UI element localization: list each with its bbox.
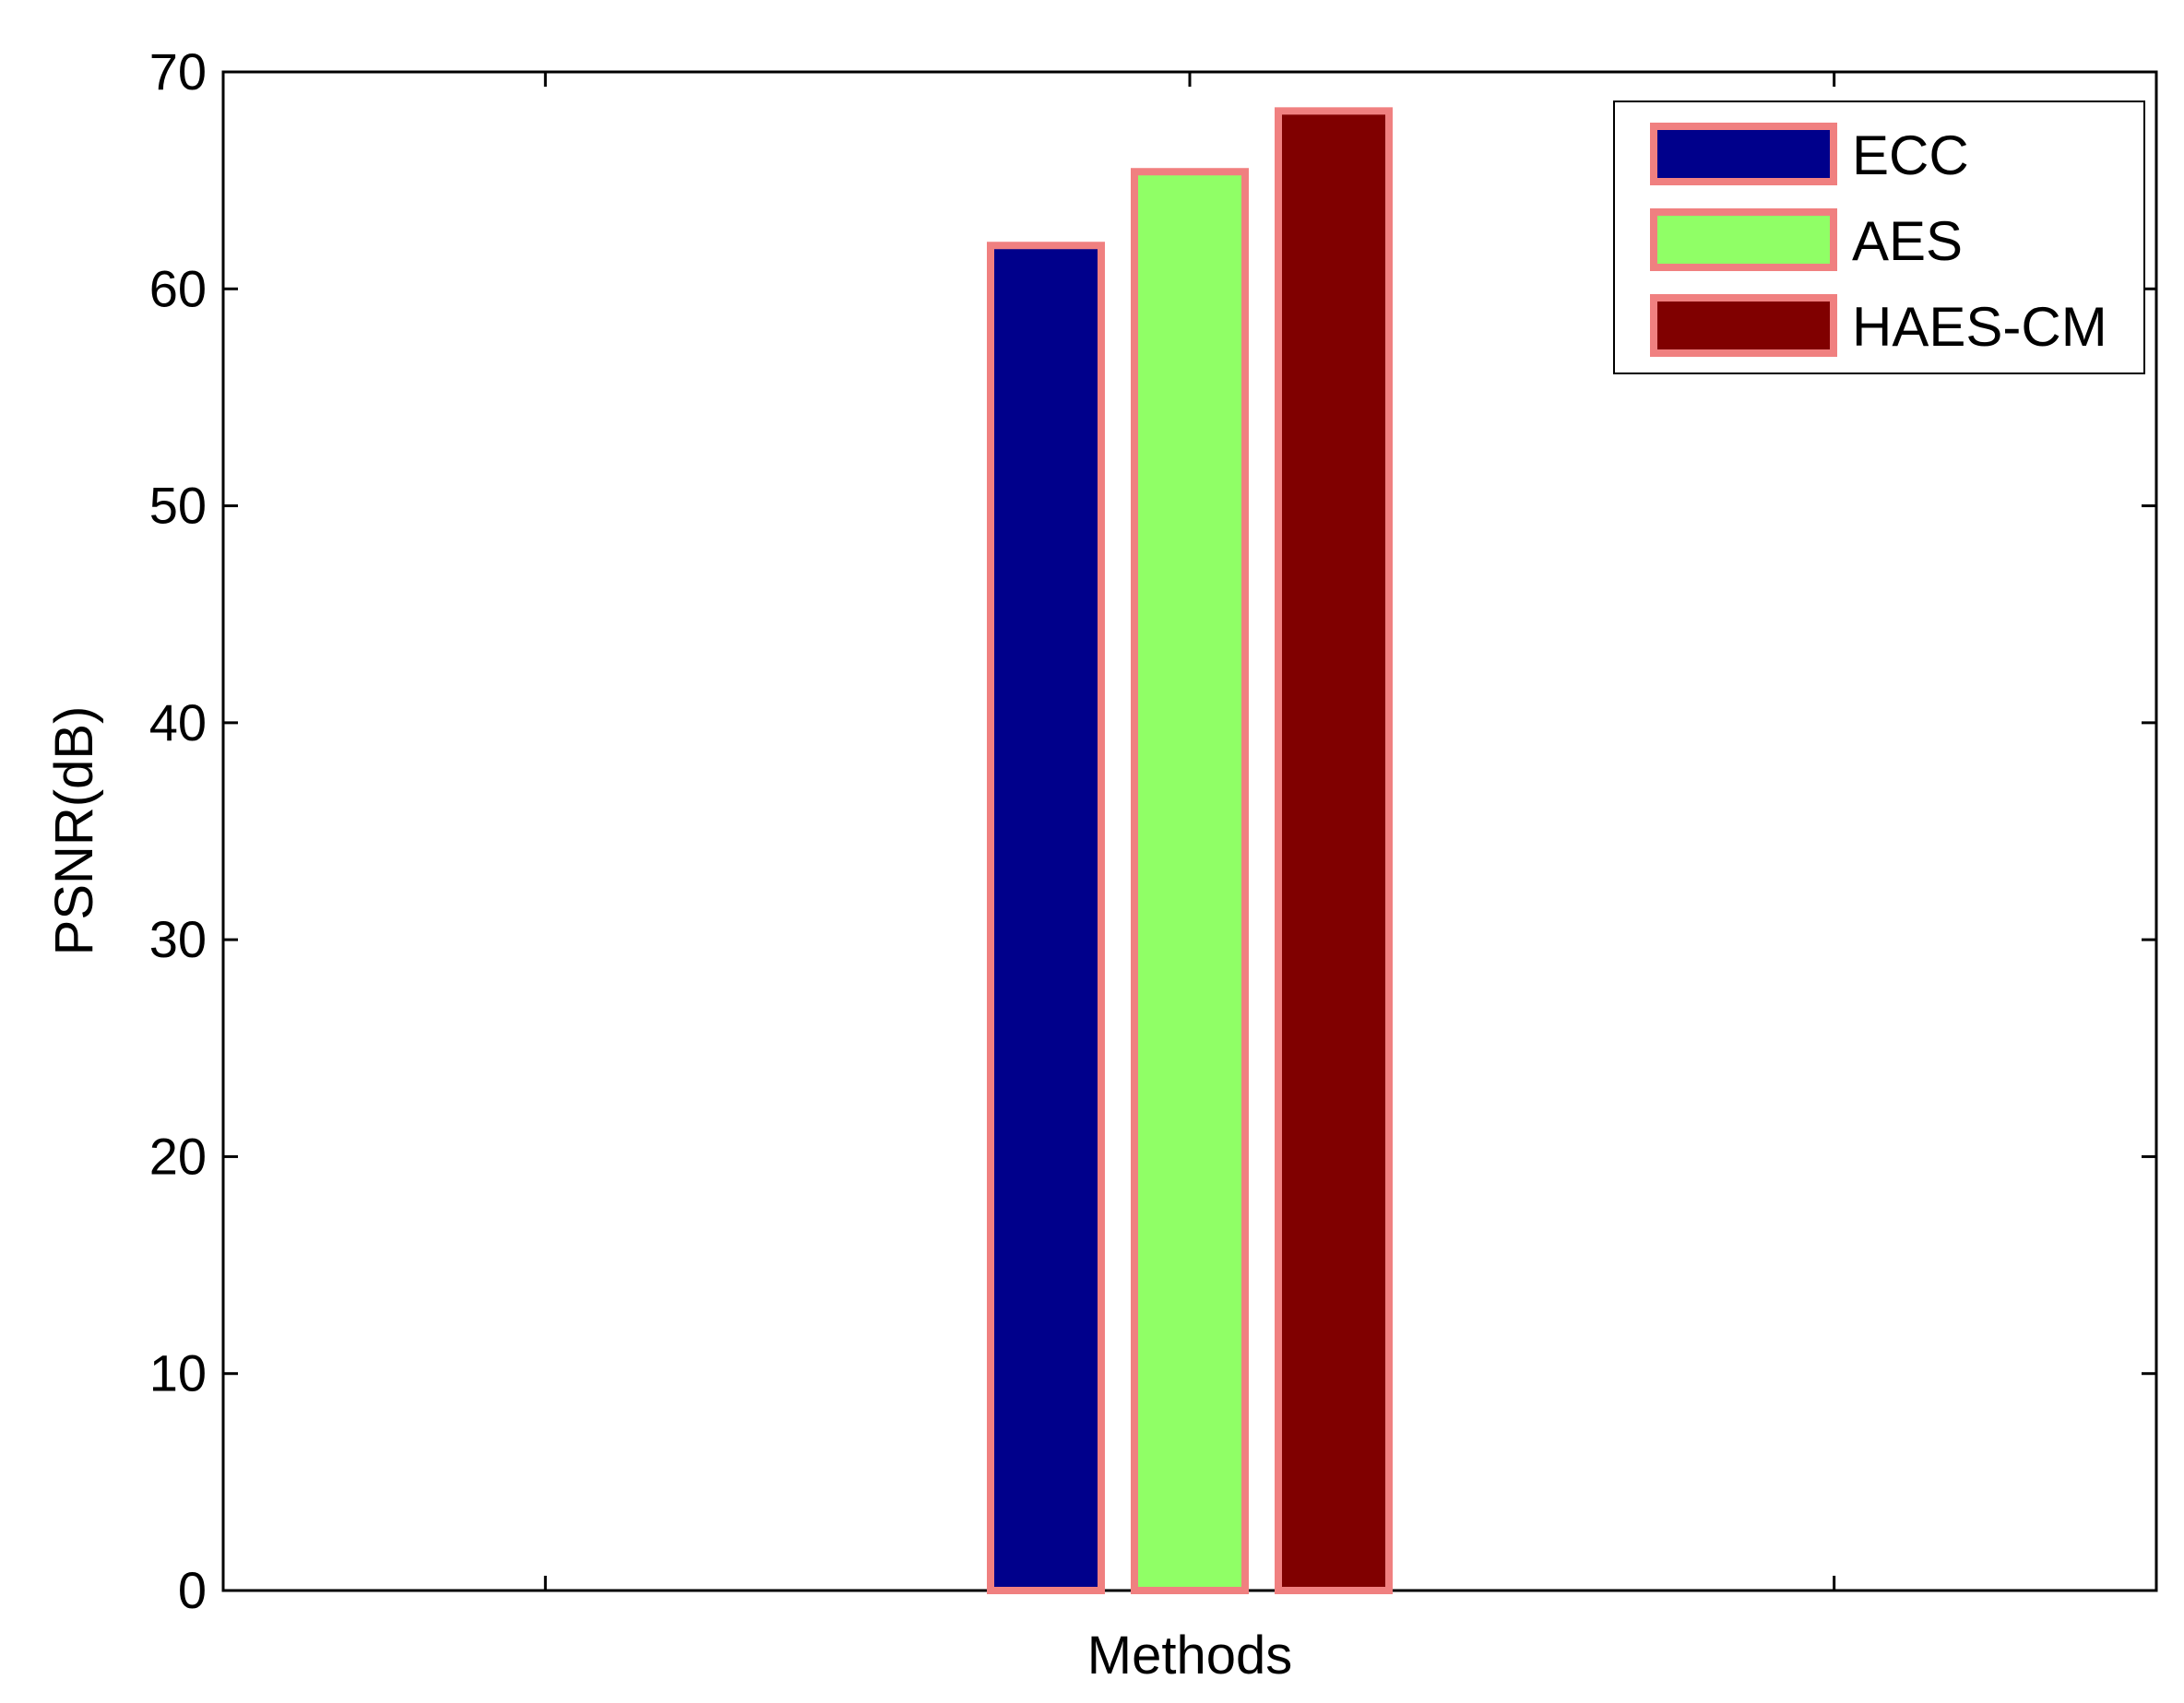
legend-swatch [1650,294,1837,357]
y-tick-label: 30 [149,910,207,968]
bar-ecc-2 [987,242,1105,1595]
y-tick-label: 70 [149,42,207,101]
y-tick-label: 10 [149,1344,207,1402]
legend-swatch [1650,123,1837,185]
bar-haes-cm-2 [1275,107,1393,1594]
legend-items: ECC AES HAES-CM [1650,123,2107,358]
legend-label: ECC [1852,124,1969,186]
y-tick-label: 40 [149,693,207,751]
y-tick-label: 50 [149,477,207,535]
legend-label: AES [1852,210,1963,272]
legend: ECC AES HAES-CM [1613,101,2145,374]
y-axis: 0 10 20 30 40 50 60 70 [149,42,2156,1619]
y-tick-label: 0 [178,1561,207,1619]
legend-swatch [1650,208,1837,271]
y-tick-label: 20 [149,1127,207,1185]
bars [987,107,1393,1595]
y-axis-label: PSNR(dB) [44,706,104,956]
bar-aes-2 [1131,168,1249,1594]
x-axis-label: Methods [1087,1626,1292,1685]
y-tick-label: 60 [149,259,207,317]
legend-label: HAES-CM [1852,296,2107,358]
